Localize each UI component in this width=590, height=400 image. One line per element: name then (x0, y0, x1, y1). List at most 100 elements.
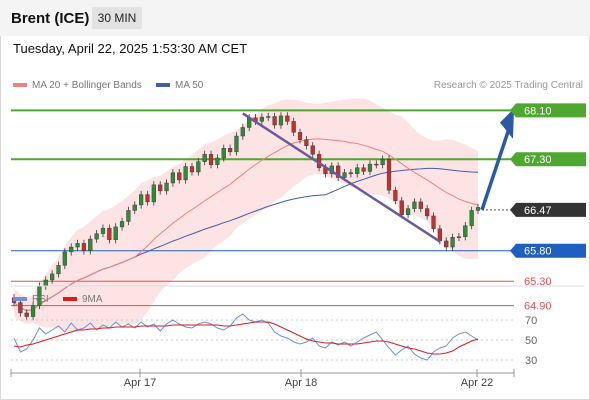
legend-ma20: MA 20 + Bollinger Bands (13, 80, 142, 91)
candle-body (189, 166, 195, 173)
candle-body (24, 312, 29, 317)
rsi-ma9-line (13, 321, 479, 355)
candle-body (30, 305, 36, 317)
candle-body (113, 226, 118, 240)
candle-body (119, 221, 125, 228)
candle-body (88, 238, 93, 251)
candle-body (177, 172, 182, 181)
candle-body (196, 161, 201, 173)
ma20-swatch (13, 83, 27, 88)
x-label-2: Apr 22 (460, 377, 494, 389)
datetime-label: Tuesday, April 22, 2025 1:53:30 AM CET (13, 41, 248, 56)
ma20-line (13, 138, 479, 312)
candle-body (139, 194, 144, 206)
candle-body (18, 302, 23, 314)
x-label-1: Apr 18 (284, 377, 318, 389)
legend-9ma: 9MA (63, 294, 103, 305)
candle-body (297, 132, 303, 140)
candle-body (151, 184, 156, 203)
level-text-4: 65.30 (524, 276, 552, 288)
level-tag-2: 66.47 (524, 205, 552, 217)
candle-body (393, 190, 398, 201)
candle-body (126, 210, 131, 222)
candle-body (450, 237, 455, 248)
candle-body (348, 172, 353, 175)
arrow-shaft (480, 125, 512, 211)
candle-body (50, 273, 55, 281)
candle-body (94, 233, 99, 240)
rsi-tick-1: 50 (525, 335, 537, 347)
candle-body (81, 243, 87, 251)
header-bar: Brent (ICE) 30 MIN (0, 0, 590, 36)
candle-body (100, 227, 106, 234)
candle-body (431, 215, 436, 229)
candle-body (215, 157, 220, 165)
candle-body (444, 240, 449, 248)
candle-body (412, 201, 417, 209)
candle-body (285, 115, 290, 122)
level-text-5: 64.90 (524, 301, 552, 313)
candle-body (56, 265, 61, 275)
ma50-swatch (156, 83, 170, 88)
candle-body (272, 116, 277, 126)
level-tag-bg-1 (510, 152, 586, 167)
candle-body (221, 148, 226, 159)
candle-body (380, 158, 385, 165)
ma50-label: MA 50 (175, 80, 204, 91)
timeframe-button[interactable]: 30 MIN (92, 7, 142, 29)
candle-body (75, 243, 80, 248)
level-tag-0: 68.10 (524, 105, 552, 117)
ma9-swatch (63, 297, 77, 302)
candle-body (469, 210, 474, 226)
candle-body (304, 139, 309, 146)
candle-body (291, 121, 296, 133)
rsi-tick-2: 30 (525, 355, 537, 367)
candle-body (437, 228, 442, 242)
credit-text: Research © 2025 Trading Central (433, 80, 583, 91)
candle-body (170, 172, 176, 184)
candle-body (374, 163, 379, 166)
candle-body (183, 166, 188, 181)
candle-body (418, 201, 423, 209)
candle-body (228, 148, 233, 153)
x-label-0: Apr 17 (123, 377, 157, 389)
candle-body (425, 208, 430, 217)
candle-body (208, 154, 214, 165)
candle-body (69, 246, 74, 253)
candle-body (310, 145, 315, 155)
rsi-swatch (13, 297, 27, 302)
candle-body (132, 204, 137, 211)
candle-body (266, 116, 271, 118)
candle-body (399, 200, 404, 215)
trend-line (242, 112, 441, 243)
level-tag-bg-3 (510, 243, 586, 258)
level-tag-bg-0 (510, 103, 586, 118)
rsi-line (13, 313, 479, 361)
candle-body (336, 165, 341, 178)
level-tag-1: 67.30 (524, 154, 552, 166)
candle-body (463, 225, 468, 237)
candle-body (361, 167, 366, 172)
candle-body (355, 167, 360, 175)
candle-body (475, 207, 481, 211)
legend-ma50: MA 50 (156, 80, 203, 91)
legend-rsi: RSI (13, 294, 49, 305)
candle-body (164, 182, 169, 192)
rsi-tick-0: 70 (525, 315, 537, 327)
candle-body (107, 227, 112, 240)
candle-body (386, 158, 392, 191)
candle-body (367, 163, 373, 172)
candle-body (62, 251, 67, 266)
candle-body (405, 208, 411, 215)
rsi-label: RSI (32, 294, 49, 305)
candle-body (202, 154, 207, 162)
level-tag-3: 65.80 (524, 246, 552, 258)
candle-body (158, 184, 163, 192)
candle-body (240, 127, 245, 137)
candle-body (259, 116, 264, 122)
level-tag-bg-2 (510, 202, 586, 217)
candle-body (342, 172, 347, 178)
ma20-label: MA 20 + Bollinger Bands (32, 80, 142, 91)
candle-body (456, 236, 462, 238)
